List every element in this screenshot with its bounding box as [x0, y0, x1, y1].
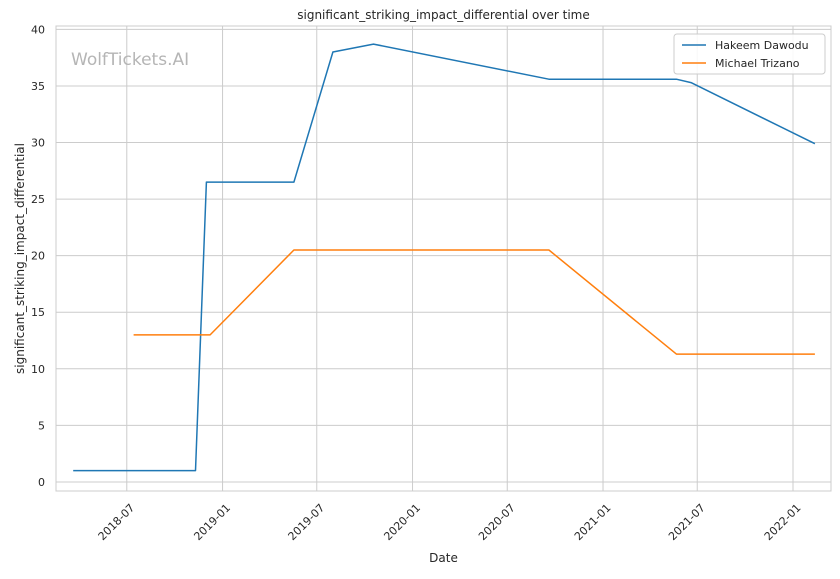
chart-title: significant_striking_impact_differential… — [297, 8, 589, 22]
y-tick-label: 30 — [31, 137, 45, 150]
y-tick-label: 5 — [38, 419, 45, 432]
legend-box — [673, 33, 826, 75]
legend: Hakeem Dawodu Michael Trizano — [673, 33, 826, 75]
watermark-text: WolfTickets.AI — [71, 50, 189, 70]
plot-area-frame — [55, 25, 832, 492]
y-tick-label: 35 — [31, 80, 45, 93]
x-tick-label: 2021-07 — [666, 501, 708, 543]
x-tick-label: 2021-01 — [572, 501, 614, 543]
y-tick-label: 20 — [31, 250, 45, 263]
series-line-hakeem-dawodu — [73, 43, 816, 472]
x-tick-label: 2019-01 — [191, 501, 233, 543]
series-line-michael-trizano — [133, 249, 815, 355]
legend-label: Hakeem Dawodu — [715, 39, 809, 52]
y-tick-label: 15 — [31, 306, 45, 319]
y-tick-label: 40 — [31, 23, 45, 36]
x-tick-label: 2020-07 — [476, 501, 518, 543]
y-tick-label: 10 — [31, 363, 45, 376]
x-tick-label: 2022-01 — [762, 501, 804, 543]
grid-layer — [56, 26, 831, 491]
y-tick-label: 0 — [38, 476, 45, 489]
x-tick-label: 2019-07 — [286, 501, 328, 543]
y-tick-label: 25 — [31, 193, 45, 206]
x-tick-label: 2018-07 — [96, 501, 138, 543]
y-axis-label: significant_striking_impact_differential — [13, 143, 27, 374]
series-layer — [73, 43, 816, 472]
legend-label: Michael Trizano — [715, 57, 800, 70]
tick-labels: 0 5 10 15 20 25 30 35 40 2018-07 2019-01 2019-07 202… — [31, 23, 804, 543]
x-tick-label: 2020-01 — [381, 501, 423, 543]
x-axis-label: Date — [429, 551, 458, 565]
